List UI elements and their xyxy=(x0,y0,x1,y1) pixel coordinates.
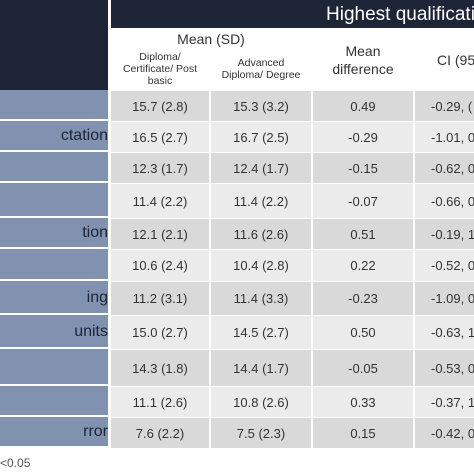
table-cell-advanced: 15.3 (3.2) xyxy=(211,91,311,121)
table-cell-diff: -0.07 xyxy=(313,184,413,218)
mean-sd-header: Mean (SD) xyxy=(111,30,311,48)
table-cell-ci: -0.37, 1 xyxy=(415,387,474,417)
table-cell-diploma: 11.2 (3.1) xyxy=(111,282,209,315)
row-label: ing xyxy=(0,282,108,315)
table-cell-ci: -0.53, 0 xyxy=(415,350,474,386)
row-label xyxy=(0,153,108,183)
table-cell-diploma: 11.1 (2.6) xyxy=(111,387,209,417)
table-cell-diploma: 10.6 (2.4) xyxy=(111,250,209,281)
row-label xyxy=(0,250,108,281)
table-cell-diff: 0.51 xyxy=(313,219,413,249)
table-cell-diploma: 11.4 (2.2) xyxy=(111,184,209,218)
row-label: tion xyxy=(0,219,108,249)
row-label xyxy=(0,350,108,386)
table-cell-diff: 0.15 xyxy=(313,418,413,448)
row-label: ctation xyxy=(0,122,108,152)
row-label xyxy=(0,387,108,417)
table-cell-diff: -0.15 xyxy=(313,153,413,183)
table-cell-diploma: 12.3 (1.7) xyxy=(111,153,209,183)
table-cell-diff: 0.49 xyxy=(313,91,413,121)
table-cell-ci: -0.63, 1 xyxy=(415,316,474,349)
row-label: units xyxy=(0,316,108,349)
row-label xyxy=(0,91,108,121)
table-cell-diploma: 12.1 (2.1) xyxy=(111,219,209,249)
table-cell-ci: -0.66, 0 xyxy=(415,184,474,218)
table-cell-advanced: 14.4 (1.7) xyxy=(211,350,311,386)
corner-header xyxy=(0,0,108,90)
col-header-advanced: Advanced Diploma/ Degree xyxy=(211,49,311,89)
row-label: rror xyxy=(0,418,108,448)
table-cell-advanced: 11.4 (2.2) xyxy=(211,184,311,218)
table-cell-diff: 0.50 xyxy=(313,316,413,349)
table-cell-ci: -0.29, ( xyxy=(415,91,474,121)
highest-qualification-header: Highest qualificatio xyxy=(111,0,474,28)
table-cell-diploma: 16.5 (2.7) xyxy=(111,122,209,152)
col-header-mean-difference: Mean difference xyxy=(313,30,413,89)
table-cell-ci: -0.19, 1 xyxy=(415,219,474,249)
table-cell-advanced: 12.4 (1.7) xyxy=(211,153,311,183)
table-cell-advanced: 10.4 (2.8) xyxy=(211,250,311,281)
table-cell-ci: -0.52, 0 xyxy=(415,250,474,281)
table-cell-advanced: 10.8 (2.6) xyxy=(211,387,311,417)
table-cell-ci: -0.42, 0 xyxy=(415,418,474,448)
table-cell-advanced: 11.6 (2.6) xyxy=(211,219,311,249)
table-cell-diff: 0.33 xyxy=(313,387,413,417)
table-cell-advanced: 11.4 (3.3) xyxy=(211,282,311,315)
table-cell-advanced: 16.7 (2.5) xyxy=(211,122,311,152)
table-cell-diff: -0.29 xyxy=(313,122,413,152)
col-header-diploma: Diploma/ Certificate/ Post basic xyxy=(111,49,209,89)
table-cell-advanced: 14.5 (2.7) xyxy=(211,316,311,349)
table-cell-ci: -1.01, 0 xyxy=(415,122,474,152)
table-cell-diploma: 15.0 (2.7) xyxy=(111,316,209,349)
table-cell-ci: -1.09, 0 xyxy=(415,282,474,315)
table-cell-diploma: 7.6 (2.2) xyxy=(111,418,209,448)
table-cell-diff: -0.05 xyxy=(313,350,413,386)
table-cell-advanced: 7.5 (2.3) xyxy=(211,418,311,448)
table-cell-diff: -0.23 xyxy=(313,282,413,315)
row-label xyxy=(0,184,108,218)
table-cell-ci: -0.62, 0 xyxy=(415,153,474,183)
footnote: <0.05 xyxy=(0,456,31,470)
table-cell-diploma: 14.3 (1.8) xyxy=(111,350,209,386)
col-header-ci: CI (95 xyxy=(415,30,474,89)
table-cell-diff: 0.22 xyxy=(313,250,413,281)
table-cell-diploma: 15.7 (2.8) xyxy=(111,91,209,121)
